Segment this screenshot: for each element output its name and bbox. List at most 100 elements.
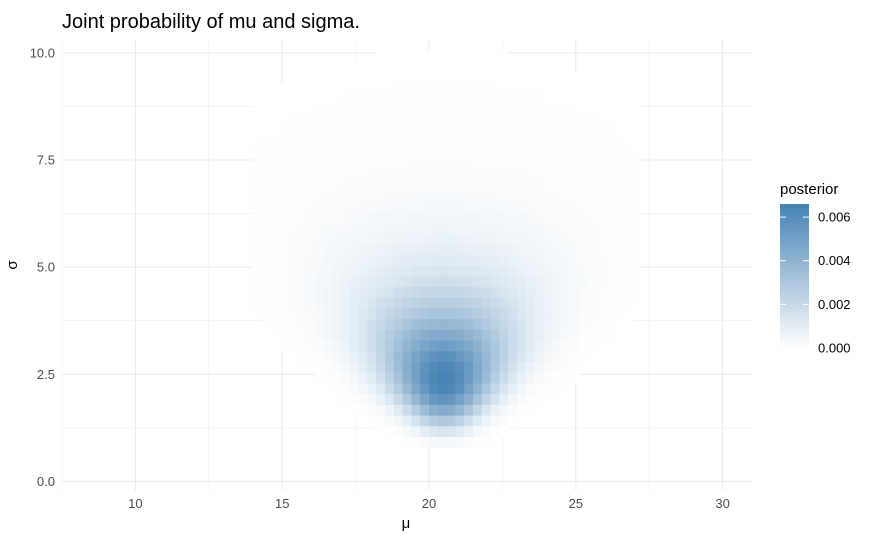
heatmap-cell (323, 254, 333, 266)
heatmap-cell (525, 382, 536, 395)
heatmap-cell (252, 104, 263, 116)
heatmap-cell (578, 190, 589, 202)
heatmap-cell (305, 115, 316, 127)
heatmap-cell (429, 104, 439, 116)
heatmap-cell (552, 61, 562, 73)
heatmap-cell (499, 93, 509, 105)
heatmap-cell (296, 179, 307, 191)
heatmap-cell (261, 168, 272, 180)
heatmap-cell (446, 222, 457, 234)
heatmap-cell (464, 425, 474, 438)
heatmap-cell (323, 147, 333, 159)
heatmap-cell (481, 275, 492, 288)
heatmap-cell (605, 211, 615, 223)
heatmap-cell (517, 318, 527, 330)
heatmap-cell (517, 232, 527, 245)
heatmap-cell (270, 93, 280, 105)
heatmap-cell (402, 436, 413, 448)
heatmap-cell (340, 82, 351, 95)
heatmap-cell (340, 168, 351, 180)
heatmap-cell (622, 179, 633, 191)
heatmap-cell (376, 136, 386, 148)
heatmap-cell (288, 200, 298, 213)
heatmap-cell (340, 275, 351, 288)
heatmap-cell (384, 350, 395, 363)
heatmap-cell (437, 168, 448, 180)
heatmap-cell (578, 179, 589, 191)
heatmap-cell (446, 340, 457, 352)
heatmap-cell (569, 168, 580, 180)
heatmap-cell (437, 115, 448, 127)
heatmap-cell (569, 72, 580, 84)
heatmap-cell (605, 82, 615, 95)
heatmap-cell (402, 350, 413, 363)
heatmap-cell (314, 179, 324, 191)
heatmap-cell (561, 222, 571, 234)
heatmap-cell (411, 179, 421, 191)
heatmap-cell (376, 104, 386, 116)
heatmap-cell (499, 393, 509, 405)
heatmap-cell (446, 297, 457, 309)
heatmap-cell (288, 93, 298, 105)
heatmap-cell (543, 340, 553, 352)
heatmap-cell (525, 275, 536, 288)
heatmap-cell (631, 136, 642, 148)
heatmap-cell (464, 61, 474, 73)
heatmap-cell (340, 382, 351, 395)
heatmap-cell (622, 168, 633, 180)
heatmap-cell (323, 200, 333, 213)
heatmap-cell (534, 104, 545, 116)
heatmap-cell (614, 115, 624, 127)
heatmap-cell (614, 254, 624, 266)
heatmap-cell (525, 115, 536, 127)
heatmap-cell (543, 157, 553, 170)
heatmap-cell (367, 329, 377, 341)
heatmap-cell (384, 297, 395, 309)
heatmap-cell (429, 393, 439, 405)
heatmap-cell (279, 286, 289, 298)
heatmap-cell (288, 243, 298, 255)
heatmap-cell (261, 147, 272, 159)
heatmap-cell (525, 190, 536, 202)
heatmap-cell (455, 179, 465, 191)
heatmap-cell (305, 136, 316, 148)
heatmap-cell (323, 232, 333, 245)
heatmap-cell (349, 393, 360, 405)
heatmap-cell (446, 436, 457, 448)
heatmap-cell (411, 50, 421, 63)
heatmap-cell (420, 275, 430, 288)
heatmap-cell (543, 61, 553, 73)
heatmap-cell (323, 125, 333, 138)
heatmap-cell (473, 168, 483, 180)
heatmap-cell (614, 179, 624, 191)
heatmap-cell (561, 72, 571, 84)
heatmap-cell (429, 82, 439, 95)
heatmap-cell (376, 168, 386, 180)
heatmap-cell (340, 136, 351, 148)
heatmap-cell (464, 415, 474, 427)
heatmap-cell (605, 136, 615, 148)
heatmap-cell (464, 307, 474, 320)
heatmap-cell (332, 340, 342, 352)
heatmap-cell (314, 275, 324, 288)
heatmap-cell (349, 382, 360, 395)
heatmap-cell (358, 404, 368, 416)
heatmap-cell (358, 340, 368, 352)
heatmap-cell (464, 350, 474, 363)
heatmap-cell (446, 93, 457, 105)
heatmap-cell (323, 190, 333, 202)
heatmap-cell (455, 286, 465, 298)
heatmap-cell (561, 93, 571, 105)
heatmap-cell (261, 286, 272, 298)
heatmap-cell (543, 243, 553, 255)
heatmap-cell (367, 404, 377, 416)
heatmap-cell (464, 382, 474, 395)
heatmap-cell (261, 93, 272, 105)
heatmap-cell (481, 307, 492, 320)
heatmap-cell (473, 340, 483, 352)
heatmap-cell (569, 82, 580, 95)
heatmap-cell (411, 200, 421, 213)
heatmap-cell (631, 147, 642, 159)
heatmap-cell (288, 157, 298, 170)
heatmap-cell (490, 93, 501, 105)
